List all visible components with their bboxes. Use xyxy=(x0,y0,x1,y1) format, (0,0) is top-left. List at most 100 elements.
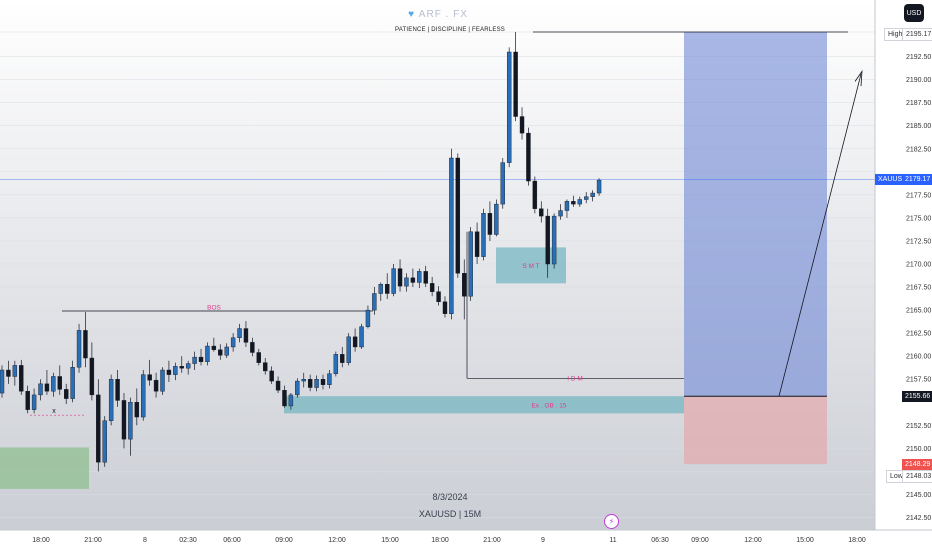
candle[interactable] xyxy=(243,321,249,347)
candle[interactable] xyxy=(596,178,602,196)
candle[interactable] xyxy=(558,204,563,220)
candle[interactable] xyxy=(423,265,428,288)
candle[interactable] xyxy=(506,47,512,168)
candle[interactable] xyxy=(314,375,319,392)
candle[interactable] xyxy=(31,388,37,414)
candle[interactable] xyxy=(487,201,493,241)
candle[interactable] xyxy=(6,360,11,384)
candle[interactable] xyxy=(468,227,473,301)
candle[interactable] xyxy=(141,370,146,421)
candle[interactable] xyxy=(179,356,184,373)
candle[interactable] xyxy=(474,222,480,265)
candle[interactable] xyxy=(237,323,242,343)
candle[interactable] xyxy=(494,199,499,237)
candle[interactable] xyxy=(577,196,582,207)
candle[interactable] xyxy=(571,195,576,207)
candle[interactable] xyxy=(134,388,140,426)
candle[interactable] xyxy=(526,127,531,186)
candle[interactable] xyxy=(153,372,159,398)
candle[interactable] xyxy=(481,208,486,261)
candle[interactable] xyxy=(269,366,274,384)
candle[interactable] xyxy=(346,333,351,366)
candle[interactable] xyxy=(211,337,217,352)
candle[interactable] xyxy=(539,201,544,223)
candle[interactable] xyxy=(327,370,332,389)
candle[interactable] xyxy=(115,370,120,407)
candle[interactable] xyxy=(455,153,461,278)
candle[interactable] xyxy=(417,268,422,288)
candle[interactable] xyxy=(359,323,364,349)
price-axis-panel[interactable] xyxy=(875,0,932,530)
candle[interactable] xyxy=(513,32,518,122)
candle[interactable] xyxy=(449,148,454,320)
candle[interactable] xyxy=(372,287,377,315)
candle[interactable] xyxy=(173,362,178,381)
candle[interactable] xyxy=(102,416,107,467)
candle[interactable] xyxy=(410,268,416,288)
candle[interactable] xyxy=(519,107,525,140)
candle[interactable] xyxy=(108,374,114,426)
candle[interactable] xyxy=(128,397,133,456)
candle[interactable] xyxy=(121,393,127,449)
candle[interactable] xyxy=(378,282,383,301)
candle[interactable] xyxy=(282,385,287,408)
time-axis-panel[interactable] xyxy=(0,530,932,550)
candle[interactable] xyxy=(147,359,152,386)
entry-price-tag[interactable]: 2155.66 xyxy=(902,391,932,402)
candle[interactable] xyxy=(185,360,191,375)
candle[interactable] xyxy=(83,311,88,368)
candle[interactable] xyxy=(198,348,204,366)
candle[interactable] xyxy=(590,190,595,202)
candle[interactable] xyxy=(230,333,236,352)
candle[interactable] xyxy=(63,383,69,405)
order-block-zone[interactable] xyxy=(284,396,684,414)
candle[interactable] xyxy=(320,374,326,390)
lightning-icon[interactable]: ⚡ xyxy=(604,514,619,529)
candle[interactable] xyxy=(89,342,95,401)
candle[interactable] xyxy=(25,385,30,414)
candle[interactable] xyxy=(500,158,505,209)
candle[interactable] xyxy=(256,348,261,366)
candle[interactable] xyxy=(385,273,390,300)
candle[interactable] xyxy=(545,208,550,278)
candle[interactable] xyxy=(295,378,300,398)
candle[interactable] xyxy=(275,376,281,394)
candle[interactable] xyxy=(365,305,371,329)
currency-button[interactable]: USD xyxy=(904,4,924,22)
candle[interactable] xyxy=(340,346,345,368)
candle[interactable] xyxy=(462,259,467,320)
candle[interactable] xyxy=(584,192,589,204)
candle[interactable] xyxy=(250,337,255,357)
candle[interactable] xyxy=(263,358,268,375)
candle[interactable] xyxy=(564,199,570,218)
candle[interactable] xyxy=(551,213,557,269)
candle[interactable] xyxy=(218,344,223,360)
candle[interactable] xyxy=(19,359,24,395)
candle[interactable] xyxy=(436,286,441,306)
candle[interactable] xyxy=(12,360,18,386)
candle[interactable] xyxy=(96,379,101,472)
candle[interactable] xyxy=(333,351,339,377)
candle[interactable] xyxy=(397,259,403,292)
last-price-tag[interactable]: 2179.17 xyxy=(902,174,932,185)
candle[interactable] xyxy=(532,176,538,214)
candle[interactable] xyxy=(404,273,409,292)
candle[interactable] xyxy=(192,351,197,371)
candle[interactable] xyxy=(76,323,82,373)
candle[interactable] xyxy=(70,360,75,403)
candle[interactable] xyxy=(166,360,172,382)
stop-price-tag[interactable]: 2148.29 xyxy=(902,459,932,470)
candle[interactable] xyxy=(44,370,50,395)
candle[interactable] xyxy=(429,276,435,297)
candle[interactable] xyxy=(160,367,165,395)
candle[interactable] xyxy=(288,393,294,410)
demand-zone[interactable] xyxy=(0,447,89,489)
candle[interactable] xyxy=(352,328,358,352)
candle[interactable] xyxy=(38,379,43,401)
long-stop-zone[interactable] xyxy=(684,396,827,465)
candle[interactable] xyxy=(0,365,5,398)
candle[interactable] xyxy=(57,365,62,395)
candle[interactable] xyxy=(51,372,56,397)
candle[interactable] xyxy=(442,296,448,318)
